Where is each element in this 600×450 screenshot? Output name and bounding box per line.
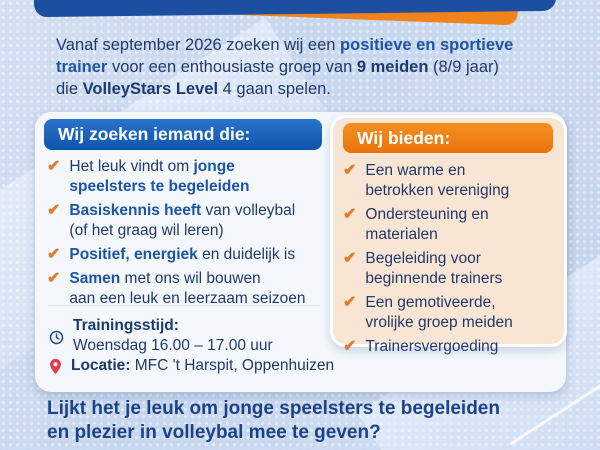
- list-item: ✔ Ondersteuning en materialen: [343, 205, 555, 245]
- intro-text: Vanaf september 2026 zoeken wij een posi…: [56, 36, 514, 98]
- list-item: ✔ Een warme en betrokken vereniging: [343, 161, 555, 201]
- list-item: ✔ Positief, energiek en duidelijk is: [47, 245, 319, 265]
- location-label: Locatie:: [71, 357, 131, 374]
- list-item-text: Een warme en betrokken vereniging: [365, 162, 510, 199]
- location-row: Locatie: MFC 't Harspit, Oppenhuizen: [49, 356, 334, 376]
- footer-question: Lijkt het je leuk om jonge speelsters te…: [47, 397, 500, 445]
- list-item-text: Een gemotiveerde, vrolijke groep meiden: [365, 294, 513, 331]
- footer-line2: en plezier in volleybal mee te geven?: [47, 422, 381, 443]
- training-time-row: Trainingsstijd: Woensdag 16.00 – 17.00 u…: [49, 316, 273, 356]
- training-time-text: Trainingsstijd: Woensdag 16.00 – 17.00 u…: [73, 316, 273, 356]
- bieden-header: Wij bieden:: [343, 123, 553, 153]
- clock-icon: [49, 316, 64, 356]
- footer-line1: Lijkt het je leuk om jonge speelsters te…: [47, 398, 500, 419]
- training-time-value: Woensdag 16.00 – 17.00 uur: [73, 337, 273, 354]
- check-icon: ✔: [343, 338, 357, 355]
- list-item-text: Het leuk vindt om jonge speelsters te beg…: [69, 158, 250, 195]
- bieden-panel: Wij bieden: ✔ Een warme en betrokken vere…: [330, 115, 567, 355]
- list-item: ✔ Basiskennis heeft van volleybal (of het…: [47, 201, 319, 241]
- training-time-label: Trainingsstijd:: [73, 317, 179, 334]
- location-value: MFC 't Harspit, Oppenhuizen: [134, 357, 335, 374]
- list-item: ✔ Begeleiding voor beginnende trainers: [343, 249, 555, 289]
- list-item-text: Positief, energiek en duidelijk is: [69, 246, 296, 263]
- bieden-list: ✔ Een warme en betrokken vereniging ✔ Ond…: [343, 161, 555, 361]
- location-text: Locatie: MFC 't Harspit, Oppenhuizen: [71, 356, 334, 376]
- check-icon: ✔: [343, 294, 357, 311]
- check-icon: ✔: [343, 250, 357, 267]
- check-icon: ✔: [343, 162, 357, 179]
- check-icon: ✔: [47, 158, 61, 175]
- zoeken-header: Wij zoeken iemand die:: [44, 119, 322, 150]
- check-icon: ✔: [47, 246, 61, 263]
- check-icon: ✔: [47, 270, 61, 287]
- list-item: ✔ Samen met ons wil bouwen aan een leuk e…: [47, 269, 319, 309]
- list-item-text: Ondersteuning en materialen: [365, 206, 489, 243]
- list-item-text: Trainersvergoeding: [365, 338, 499, 355]
- list-item: ✔ Trainersvergoeding: [343, 337, 555, 357]
- divider: [48, 305, 320, 306]
- list-item-text: Basiskennis heeft van volleybal (of het g…: [69, 202, 296, 239]
- check-icon: ✔: [47, 202, 61, 219]
- list-item: ✔ Een gemotiveerde, vrolijke groep meiden: [343, 293, 555, 333]
- check-icon: ✔: [343, 206, 357, 223]
- location-pin-icon: [49, 356, 62, 375]
- list-item-text: Samen met ons wil bouwen aan een leuk en …: [69, 270, 306, 307]
- list-item-text: Begeleiding voor beginnende trainers: [365, 250, 503, 287]
- list-item: ✔ Het leuk vindt om jonge speelsters te b…: [47, 157, 319, 197]
- zoeken-list: ✔ Het leuk vindt om jonge speelsters te b…: [47, 157, 319, 313]
